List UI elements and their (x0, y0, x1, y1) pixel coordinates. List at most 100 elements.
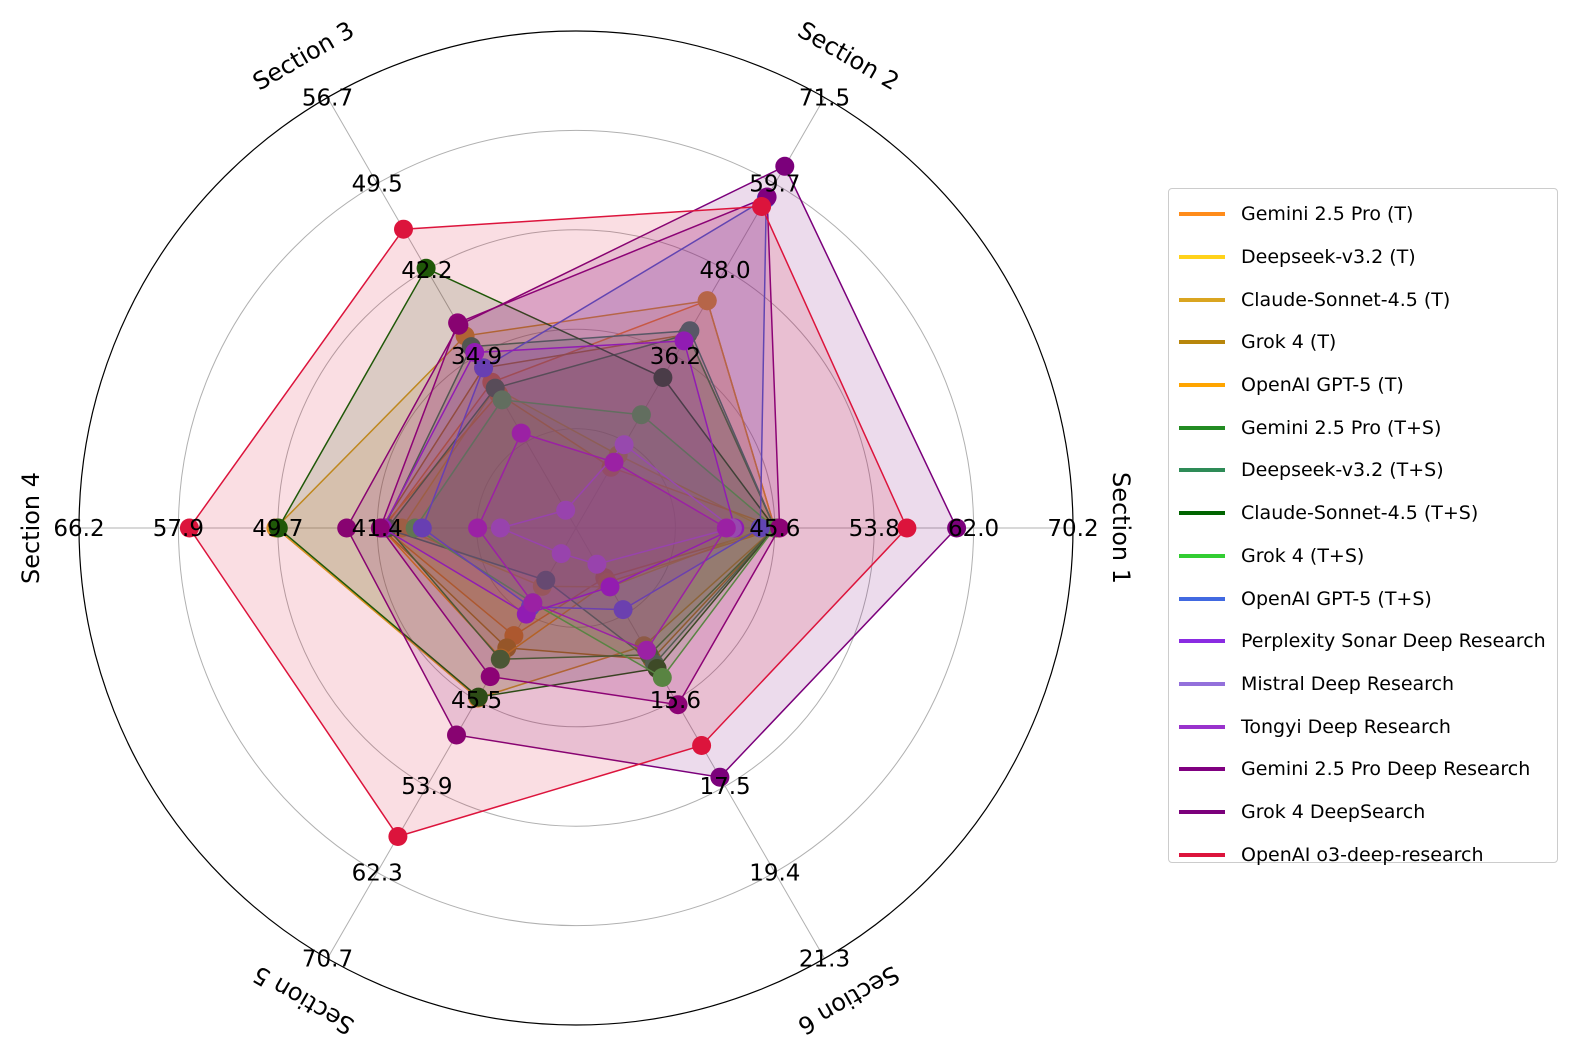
tick-label: 71.5 (799, 86, 850, 112)
series-layer (179, 156, 967, 846)
legend-item: Perplexity Sonar Deep Research (1169, 620, 1557, 663)
tick-label: 45.5 (451, 688, 502, 714)
legend-label: Gemini 2.5 Pro (T) (1241, 203, 1414, 226)
data-point (668, 695, 688, 715)
legend-item: Grok 4 (T+S) (1169, 535, 1557, 578)
data-point (614, 435, 634, 455)
legend-swatch (1179, 809, 1225, 814)
legend-swatch (1179, 852, 1225, 857)
legend-swatch (1179, 724, 1225, 729)
legend-label: Tongyi Deep Research (1241, 715, 1451, 738)
data-point (490, 518, 510, 538)
legend-item: Gemini 2.5 Pro (T+S) (1169, 406, 1557, 449)
tick-label: 19.4 (749, 860, 800, 886)
data-point (551, 544, 571, 564)
data-point (716, 518, 736, 538)
tick-label: 36.2 (650, 344, 701, 370)
data-point (752, 197, 772, 216)
legend-item: Grok 4 DeepSearch (1169, 791, 1557, 834)
data-point (388, 827, 408, 846)
data-point (604, 452, 624, 472)
tick-label: 42.2 (401, 258, 452, 284)
data-point (468, 518, 488, 538)
axis-label: Section 3 (248, 16, 359, 96)
data-point (775, 156, 795, 176)
legend-swatch (1179, 425, 1225, 430)
tick-label: 34.9 (451, 344, 502, 370)
data-point (465, 343, 485, 362)
legend-swatch (1179, 297, 1225, 302)
tick-label: 48.0 (699, 258, 750, 284)
legend-item: Mistral Deep Research (1169, 663, 1557, 706)
tick-label: 49.7 (252, 516, 303, 542)
data-point (370, 518, 390, 538)
spoke-3 (327, 97, 577, 529)
legend-label: OpenAI GPT-5 (T+S) (1241, 587, 1432, 610)
data-point (468, 687, 488, 707)
legend-swatch (1179, 553, 1225, 558)
data-point (652, 668, 672, 687)
legend-item: Deepseek-v3.2 (T) (1169, 236, 1557, 279)
data-point (492, 390, 512, 410)
data-point (394, 219, 413, 239)
data-point (692, 736, 712, 755)
tick-label: 41.4 (352, 516, 403, 542)
tick-label: 70.2 (1047, 516, 1098, 542)
legend-label: Deepseek-v3.2 (T) (1241, 246, 1416, 269)
series-14 (337, 156, 967, 787)
legend-label: OpenAI GPT-5 (T) (1241, 374, 1404, 397)
tick-label: 70.7 (302, 946, 353, 972)
data-point (587, 554, 607, 574)
data-point (511, 423, 531, 443)
legend-item: Tongyi Deep Research (1169, 705, 1557, 748)
data-point (637, 640, 657, 660)
axis-label: Section 2 (793, 16, 904, 96)
tick-label: 49.5 (352, 172, 403, 198)
data-point (653, 368, 673, 387)
legend-label: Claude-Sonnet-4.5 (T+S) (1241, 502, 1479, 525)
data-point (613, 600, 633, 620)
legend-label: Gemini 2.5 Pro Deep Research (1241, 758, 1531, 781)
data-point (750, 518, 770, 538)
legend-label: Grok 4 (T+S) (1241, 544, 1365, 567)
legend-label: Claude-Sonnet-4.5 (T) (1241, 288, 1451, 311)
outer-frame (78, 30, 1074, 1026)
data-point (770, 518, 790, 538)
data-point (490, 649, 510, 669)
legend-swatch (1179, 468, 1225, 473)
data-point (947, 518, 967, 538)
legend-swatch (1179, 383, 1225, 388)
tick-label: 59.7 (749, 172, 800, 198)
data-point (179, 518, 199, 538)
tick-label: 21.3 (799, 946, 850, 972)
data-point (449, 315, 469, 335)
data-point (523, 593, 543, 613)
data-point (474, 358, 494, 378)
legend-label: Mistral Deep Research (1241, 672, 1455, 695)
legend-item: Deepseek-v3.2 (T+S) (1169, 449, 1557, 492)
tick-label: 17.5 (699, 774, 750, 800)
data-point (631, 405, 651, 425)
legend-item: Claude-Sonnet-4.5 (T) (1169, 278, 1557, 321)
tick-label: 53.8 (849, 516, 900, 542)
legend-item: OpenAI o3-deep-research (1169, 833, 1557, 876)
legend-label: OpenAI o3-deep-research (1241, 843, 1484, 866)
data-point (337, 518, 357, 538)
legend-label: Perplexity Sonar Deep Research (1241, 630, 1546, 653)
legend-label: Gemini 2.5 Pro (T+S) (1241, 416, 1442, 439)
legend-item: Gemini 2.5 Pro Deep Research (1169, 748, 1557, 791)
legend-label: Grok 4 DeepSearch (1241, 800, 1426, 823)
legend-label: Grok 4 (T) (1241, 331, 1337, 354)
legend-item: Grok 4 (T) (1169, 321, 1557, 364)
legend-swatch (1179, 681, 1225, 686)
data-point (600, 577, 620, 597)
legend-item: OpenAI GPT-5 (T) (1169, 364, 1557, 407)
legend-swatch (1179, 212, 1225, 217)
axis-label: Section 4 (17, 472, 45, 584)
legend-item: Claude-Sonnet-4.5 (T+S) (1169, 492, 1557, 535)
axis-label: Section 1 (1107, 472, 1135, 584)
legend-item: OpenAI GPT-5 (T+S) (1169, 577, 1557, 620)
legend-swatch (1179, 767, 1225, 772)
data-point (447, 725, 466, 745)
